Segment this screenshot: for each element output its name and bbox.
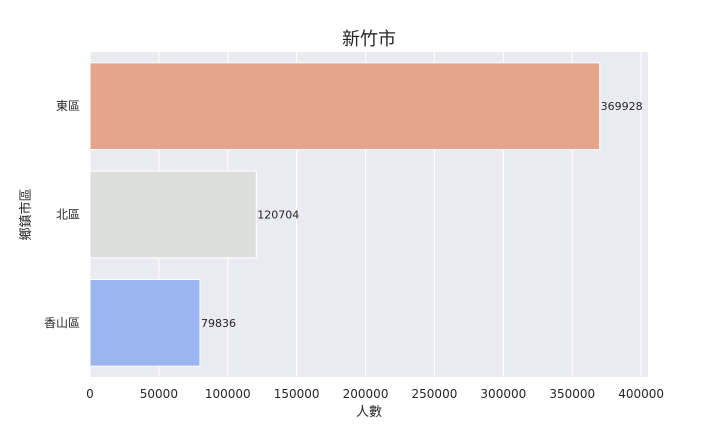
- x-tick-label: 300000: [480, 387, 526, 401]
- bar-value-label: 79836: [201, 317, 236, 330]
- x-tick-label: 50000: [140, 387, 178, 401]
- y-axis-label: 鄉鎮市區: [18, 188, 34, 240]
- y-tick-label: 香山區: [44, 316, 80, 330]
- x-tick-label: 250000: [412, 387, 458, 401]
- bar: [89, 62, 601, 150]
- x-tick-label: 400000: [618, 387, 664, 401]
- x-tick-label: 150000: [274, 387, 320, 401]
- bar-value-label: 369928: [601, 100, 643, 113]
- x-tick-label: 200000: [343, 387, 389, 401]
- x-axis-label: 人數: [356, 405, 382, 420]
- y-tick-label: 北區: [56, 208, 80, 222]
- y-tick-label: 東區: [56, 99, 80, 113]
- data-labels: 369928 120704 79836: [201, 100, 643, 330]
- x-tick-label: 0: [86, 387, 94, 401]
- x-tick-label: 350000: [549, 387, 595, 401]
- chart-title: 新竹市: [342, 29, 396, 50]
- bar: [89, 170, 257, 259]
- bars: [89, 62, 601, 367]
- x-tick-labels: 0 50000 100000 150000 200000 250000 300000 3500…: [86, 387, 664, 401]
- bar-value-label: 120704: [257, 209, 299, 222]
- bar: [89, 279, 201, 367]
- x-tick-label: 100000: [205, 387, 251, 401]
